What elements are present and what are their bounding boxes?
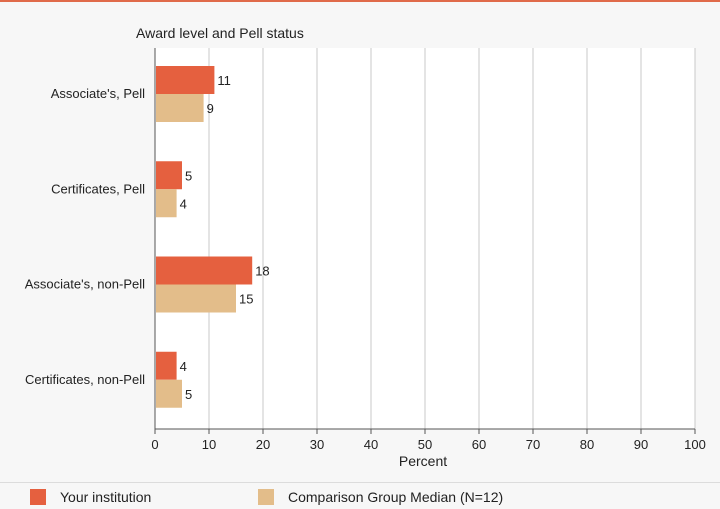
bar-value-label: 5 (185, 168, 192, 183)
x-tick-label: 20 (256, 437, 270, 452)
bar-value-label: 4 (180, 196, 187, 211)
x-tick-label: 80 (580, 437, 594, 452)
x-tick-label: 40 (364, 437, 378, 452)
x-tick-label: 50 (418, 437, 432, 452)
category-label: Certificates, non-Pell (25, 372, 145, 387)
x-tick-label: 30 (310, 437, 324, 452)
bar (156, 351, 177, 380)
legend-item: Comparison Group Median (N=12) (258, 489, 503, 505)
legend: Your institution Comparison Group Median … (0, 482, 720, 509)
bar (156, 284, 236, 313)
bar (156, 379, 182, 408)
bar (156, 66, 215, 94)
bar (156, 161, 182, 190)
category-label: Associate's, Pell (51, 86, 145, 101)
bar-value-label: 11 (217, 73, 231, 88)
category-label: Certificates, Pell (51, 181, 145, 196)
bar (156, 94, 204, 122)
bar (156, 189, 177, 218)
bar-value-label: 15 (239, 292, 253, 307)
x-tick-label: 0 (151, 437, 158, 452)
bar-value-label: 18 (255, 264, 269, 279)
bar (156, 256, 253, 285)
legend-label: Comparison Group Median (N=12) (288, 489, 504, 505)
bar-value-label: 4 (180, 359, 187, 374)
bar-chart: 0 10 20 30 40 50 60 70 80 90 100 Award level and Pe… (25, 25, 706, 469)
x-tick-label: 100 (684, 437, 706, 452)
x-tick-label: 60 (472, 437, 486, 452)
bar-value-label: 5 (185, 387, 192, 402)
legend-swatch (258, 489, 274, 505)
category-label: Associate's, non-Pell (25, 277, 145, 292)
chart-title: Award level and Pell status (136, 25, 304, 41)
bar-value-label: 9 (207, 101, 214, 116)
x-axis-label: Percent (399, 453, 447, 469)
x-tick-label: 70 (526, 437, 540, 452)
x-tick-label: 90 (634, 437, 648, 452)
legend-swatch (30, 489, 46, 505)
legend-label: Your institution (60, 489, 152, 505)
x-tick-label: 10 (202, 437, 216, 452)
legend-item: Your institution (30, 489, 151, 505)
